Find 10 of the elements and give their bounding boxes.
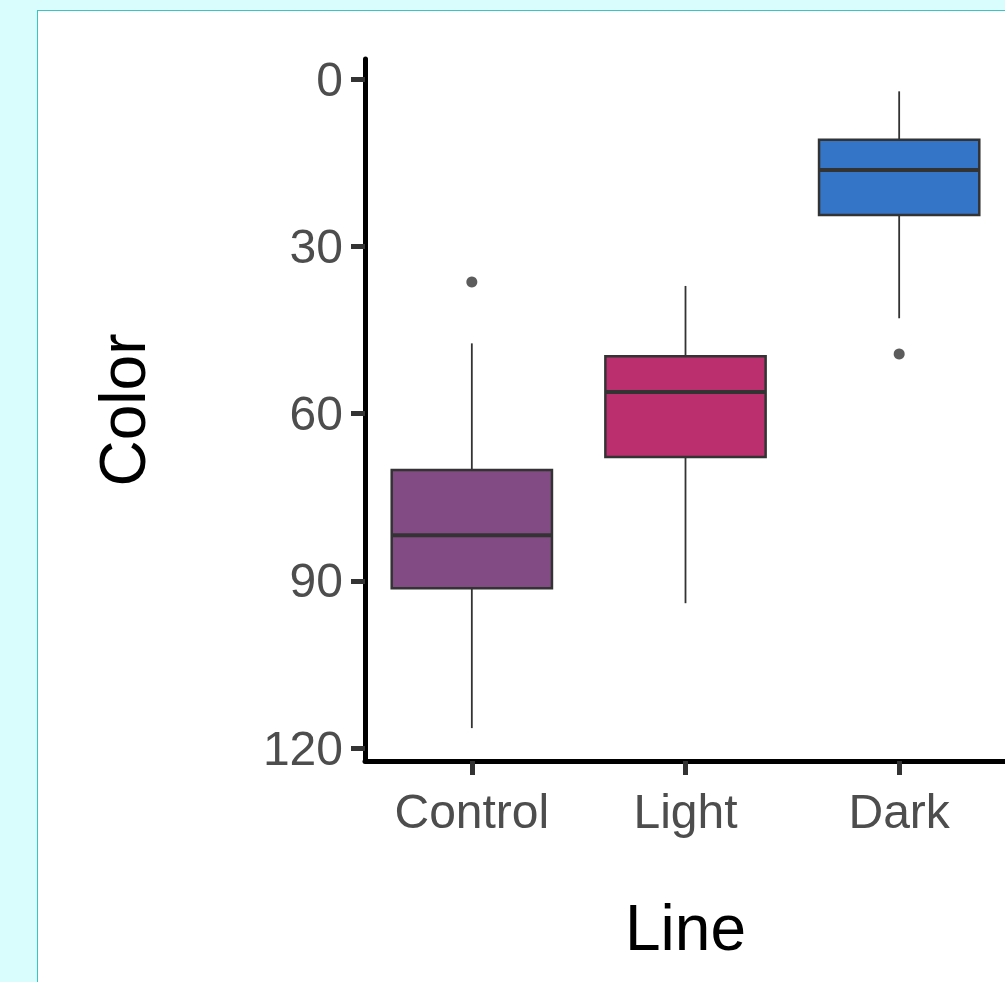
x-tick-label: Dark (848, 784, 951, 838)
x-tick-label: Control (394, 784, 550, 838)
y-tick-label: 0 (316, 52, 343, 106)
x-axis-title: Line (625, 892, 746, 964)
x-tick-label: Light (633, 784, 738, 838)
y-tick-label: 60 (289, 387, 343, 441)
y-tick-label: 120 (262, 721, 343, 775)
y-axis-title: Color (87, 333, 159, 487)
y-tick-label: 90 (289, 554, 343, 608)
y-tick-label: 30 (289, 219, 343, 273)
